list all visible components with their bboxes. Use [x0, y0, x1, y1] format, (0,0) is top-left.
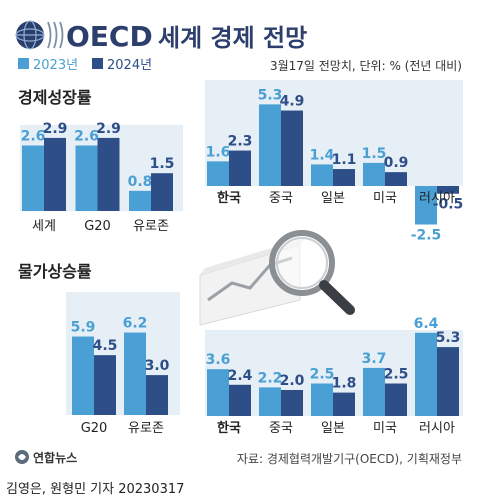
- bar-3-0-0: [207, 369, 229, 416]
- value-label-1-1-1: 4.9: [280, 94, 305, 110]
- value-label-1-3-1: 0.9: [384, 155, 409, 171]
- bar-3-4-0: [415, 332, 437, 416]
- value-label-0-2-1: 1.5: [150, 156, 175, 172]
- value-label-1-2-0: 1.4: [310, 147, 335, 163]
- category-label-0-1: G20: [84, 219, 111, 234]
- legend-swatch-2024: [92, 58, 103, 69]
- byline-date: 20230317: [118, 482, 185, 497]
- category-label-2-0: G20: [81, 421, 108, 436]
- bar-1-2-0: [311, 164, 333, 186]
- section-title-growth: 경제성장률: [18, 88, 92, 107]
- bar-0-1-0: [75, 145, 98, 211]
- category-label-1-2: 일본: [321, 191, 345, 206]
- value-label-0-1-0: 2.6: [74, 128, 99, 144]
- value-label-1-0-0: 1.6: [206, 144, 231, 160]
- byline: 김영은, 원형민 기자 20230317: [6, 478, 184, 497]
- bar-0-0-0: [22, 145, 44, 211]
- value-label-3-0-1: 2.4: [228, 368, 253, 384]
- bar-2-1-0: [124, 332, 146, 415]
- magnifier-chart-icon: [199, 230, 355, 326]
- legend-label-2024: 2024년: [107, 58, 152, 73]
- bar-1-1-0: [259, 104, 281, 186]
- bar-0-1-1: [97, 137, 120, 211]
- value-label-1-0-1: 2.3: [228, 134, 253, 150]
- value-label-1-2-1: 1.1: [332, 152, 357, 168]
- bar-2-0-0: [72, 336, 94, 415]
- value-label-2-1-1: 3.0: [145, 358, 170, 374]
- value-label-3-2-1: 1.8: [332, 376, 357, 392]
- bar-3-2-0: [311, 383, 333, 416]
- yonhap-logo-icon: [15, 450, 29, 464]
- legend-swatch-2023: [18, 58, 29, 69]
- value-label-3-4-1: 5.3: [436, 330, 461, 346]
- bar-3-2-1: [333, 392, 355, 416]
- bar-1-2-1: [333, 169, 355, 186]
- category-label-0-2: 유로존: [133, 219, 169, 234]
- value-label-0-0-1: 2.9: [43, 121, 68, 137]
- bar-3-4-1: [437, 347, 459, 416]
- legend: 2023년 2024년: [18, 58, 152, 73]
- byline-bar: 김영은, 원형민 기자 20230317: [0, 473, 480, 500]
- bar-1-0-0: [207, 161, 229, 186]
- value-label-3-0-0: 3.6: [206, 352, 231, 368]
- value-label-2-0-0: 5.9: [71, 320, 96, 336]
- category-label-0-0: 세계: [32, 219, 56, 234]
- category-label-1-4: 러시아: [419, 191, 455, 206]
- bar-1-3-0: [363, 162, 385, 186]
- legend-label-2023: 2023년: [33, 58, 78, 73]
- bar-1-4-0: [415, 186, 437, 225]
- category-label-3-2: 일본: [321, 421, 345, 436]
- value-label-1-1-0: 5.3: [258, 87, 283, 103]
- value-label-1-4-1: -0.5: [433, 197, 464, 213]
- bar-2-0-1: [94, 355, 116, 415]
- bar-0-0-1: [44, 137, 66, 211]
- bar-3-3-1: [385, 383, 407, 416]
- value-label-0-2-0: 0.8: [128, 174, 153, 190]
- bar-3-1-1: [281, 390, 303, 416]
- bar-0-2-1: [151, 173, 173, 211]
- bar-3-0-1: [229, 384, 251, 416]
- agency-name: 연합뉴스: [33, 450, 77, 465]
- bar-3-1-0: [259, 387, 281, 416]
- bar-2-1-1: [146, 375, 168, 415]
- value-label-2-0-1: 4.5: [93, 338, 118, 354]
- value-label-3-2-0: 2.5: [310, 367, 335, 383]
- oecd-logo-icon: [15, 20, 64, 50]
- bar-1-1-1: [281, 110, 303, 186]
- bar-3-3-0: [363, 367, 385, 416]
- value-label-0-1-1: 2.9: [96, 121, 121, 137]
- page-title: 세계 경제 전망: [158, 24, 307, 52]
- value-label-1-4-0: -2.5: [411, 228, 442, 244]
- bar-1-3-1: [385, 172, 407, 186]
- category-label-1-3: 미국: [373, 191, 397, 206]
- value-label-3-1-0: 2.2: [258, 370, 283, 386]
- value-label-0-0-0: 2.6: [21, 128, 46, 144]
- category-label-3-4: 러시아: [419, 421, 455, 436]
- bar-1-4-1: [437, 186, 459, 194]
- category-label-3-1: 중국: [269, 421, 293, 436]
- value-label-2-1-0: 6.2: [123, 316, 148, 332]
- section-title-inflation: 물가상승률: [18, 262, 92, 281]
- category-label-1-1: 중국: [269, 191, 293, 206]
- value-label-3-3-1: 2.5: [384, 367, 409, 383]
- value-label-3-4-0: 6.4: [414, 316, 439, 332]
- category-label-1-0: 한국: [217, 190, 241, 206]
- category-label-3-0: 한국: [217, 420, 241, 436]
- byline-text: 김영은, 원형민 기자: [6, 482, 115, 497]
- category-label-2-1: 유로존: [128, 421, 164, 436]
- category-label-3-3: 미국: [373, 421, 397, 436]
- bar-0-2-0: [129, 190, 151, 211]
- source-note: 자료: 경제협력개발기구(OECD), 기획재정부: [237, 452, 462, 466]
- value-label-1-3-0: 1.5: [362, 146, 387, 162]
- unit-note: 3월17일 전망치, 단위: % (전년 대비): [270, 59, 462, 73]
- value-label-3-3-0: 3.7: [362, 351, 387, 367]
- bars-layer: 2.62.9세계2.62.9G200.81.5유로존1.62.3한국5.34.9…: [21, 87, 464, 436]
- value-label-3-1-1: 2.0: [280, 373, 305, 389]
- bar-1-0-1: [229, 150, 251, 186]
- logo-text: OECD: [66, 20, 153, 53]
